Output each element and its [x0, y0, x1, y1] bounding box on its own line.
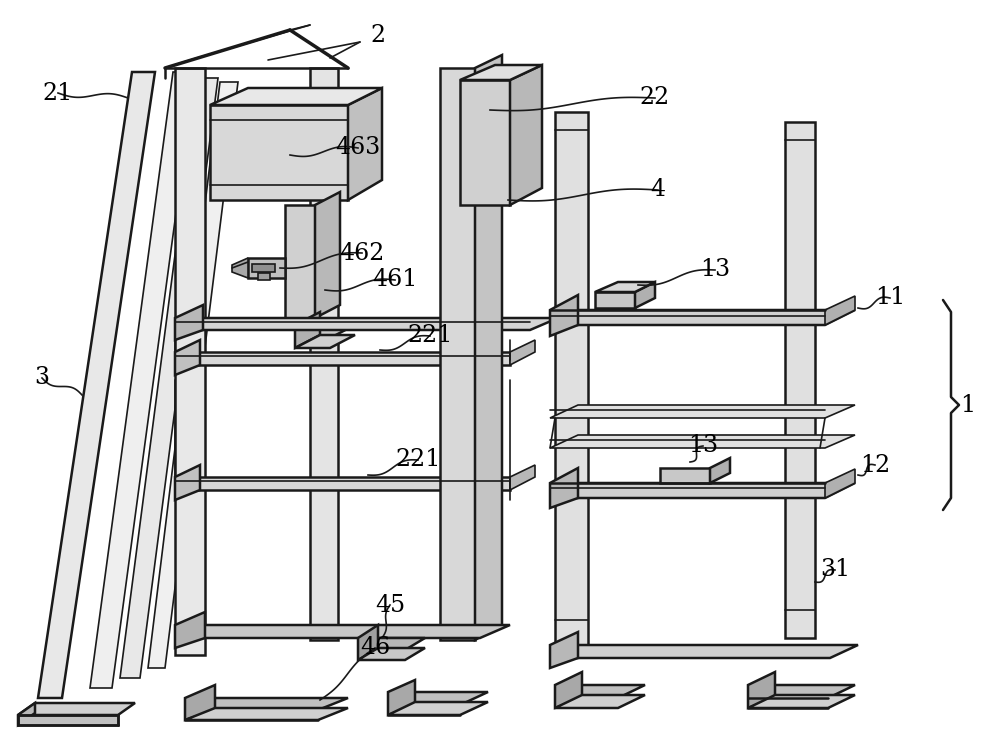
Polygon shape [748, 672, 775, 708]
Text: 4: 4 [650, 179, 666, 202]
Polygon shape [555, 685, 645, 698]
Polygon shape [825, 296, 855, 325]
Polygon shape [388, 702, 488, 715]
Text: 13: 13 [700, 258, 730, 281]
Polygon shape [660, 468, 710, 483]
Polygon shape [550, 405, 855, 418]
Polygon shape [550, 645, 858, 658]
Polygon shape [175, 352, 510, 365]
Polygon shape [595, 282, 655, 292]
Polygon shape [550, 468, 578, 508]
Polygon shape [510, 465, 535, 490]
Text: 31: 31 [820, 559, 850, 582]
Polygon shape [295, 325, 355, 338]
Polygon shape [358, 625, 378, 660]
Polygon shape [550, 295, 578, 336]
Polygon shape [550, 310, 855, 325]
Polygon shape [295, 312, 320, 348]
Text: 221: 221 [395, 448, 441, 471]
Polygon shape [550, 632, 578, 668]
Polygon shape [315, 192, 340, 318]
Polygon shape [358, 648, 425, 660]
Text: 11: 11 [875, 286, 905, 309]
Polygon shape [310, 68, 338, 640]
Polygon shape [285, 205, 315, 318]
Polygon shape [38, 72, 155, 698]
Polygon shape [252, 264, 275, 272]
Polygon shape [18, 715, 118, 725]
Polygon shape [175, 340, 200, 375]
Text: 46: 46 [360, 637, 390, 660]
Polygon shape [825, 469, 855, 498]
Polygon shape [175, 465, 200, 500]
Polygon shape [460, 80, 510, 205]
Polygon shape [18, 703, 135, 715]
Polygon shape [175, 625, 510, 638]
Polygon shape [475, 55, 502, 640]
Polygon shape [785, 122, 815, 638]
Text: 1: 1 [960, 393, 976, 416]
Polygon shape [748, 695, 855, 708]
Text: 3: 3 [34, 367, 50, 390]
Text: 462: 462 [339, 241, 385, 264]
Polygon shape [18, 703, 35, 725]
Polygon shape [550, 435, 855, 448]
Polygon shape [358, 638, 425, 650]
Text: 45: 45 [375, 594, 405, 617]
Polygon shape [550, 483, 855, 498]
Polygon shape [185, 698, 348, 710]
Polygon shape [510, 340, 535, 365]
Polygon shape [555, 672, 582, 708]
Polygon shape [185, 685, 215, 720]
Text: 12: 12 [860, 453, 890, 476]
Polygon shape [175, 318, 558, 330]
Polygon shape [388, 680, 415, 715]
Polygon shape [510, 65, 542, 205]
Polygon shape [120, 78, 218, 678]
Polygon shape [175, 612, 205, 648]
Polygon shape [710, 458, 730, 483]
Polygon shape [248, 258, 285, 278]
Polygon shape [210, 88, 382, 105]
Polygon shape [175, 477, 510, 490]
Text: 22: 22 [640, 87, 670, 110]
Text: 221: 221 [407, 324, 453, 347]
Text: 13: 13 [688, 435, 718, 458]
Polygon shape [185, 708, 348, 720]
Text: 21: 21 [43, 82, 73, 105]
Polygon shape [175, 68, 205, 655]
Polygon shape [388, 692, 488, 705]
Polygon shape [748, 685, 855, 698]
Polygon shape [210, 105, 348, 200]
Polygon shape [90, 72, 195, 688]
Polygon shape [460, 65, 542, 80]
Text: 461: 461 [372, 269, 418, 292]
Polygon shape [175, 305, 203, 340]
Polygon shape [148, 82, 238, 668]
Polygon shape [440, 68, 475, 640]
Text: 463: 463 [335, 137, 381, 160]
Polygon shape [555, 695, 645, 708]
Text: 2: 2 [370, 24, 386, 47]
Polygon shape [635, 282, 655, 308]
Polygon shape [348, 88, 382, 200]
Polygon shape [295, 335, 355, 348]
Polygon shape [232, 258, 248, 278]
Polygon shape [258, 273, 270, 280]
Polygon shape [595, 292, 635, 308]
Polygon shape [555, 112, 588, 648]
